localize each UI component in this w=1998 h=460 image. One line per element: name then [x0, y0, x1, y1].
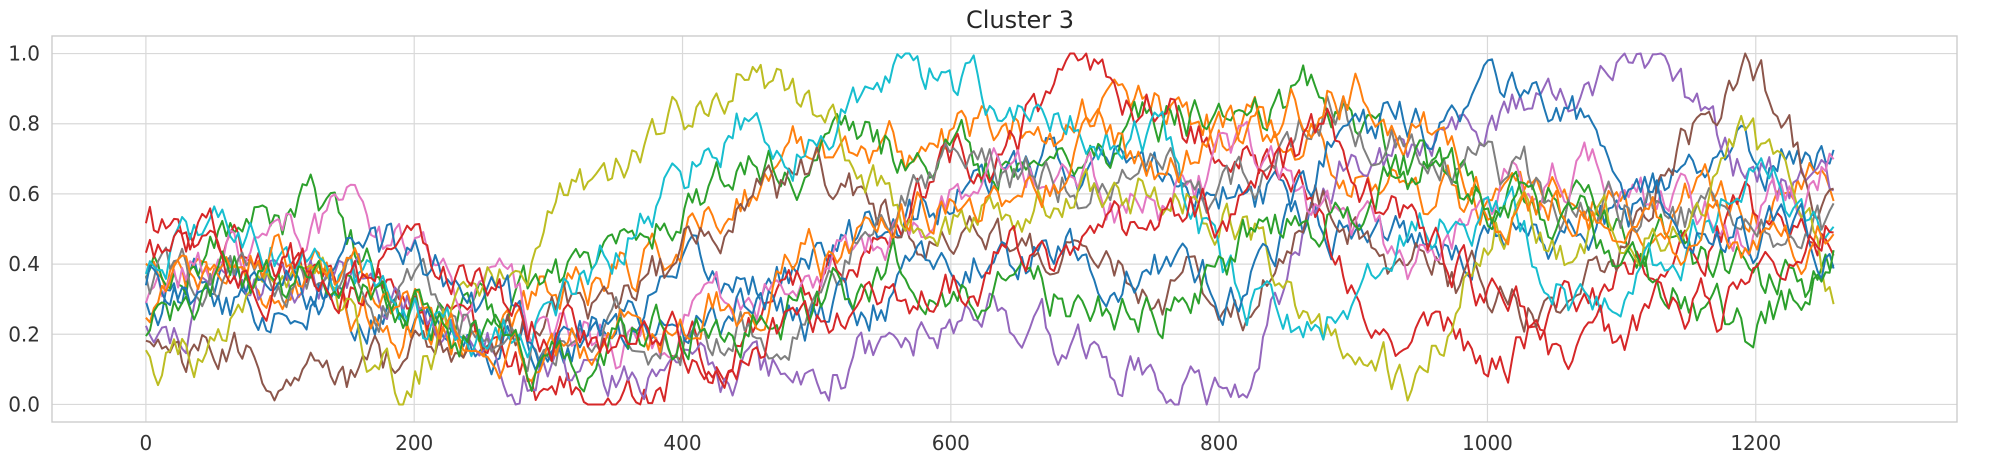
y-tick-label: 1.0 [8, 42, 40, 66]
y-tick-label: 0.2 [8, 322, 40, 346]
plot-frame [51, 35, 1958, 423]
x-tick-label: 600 [932, 431, 970, 455]
series-line-13 [145, 139, 1835, 393]
y-tick-label: 0.4 [8, 252, 40, 276]
x-tick-label: 1000 [1462, 431, 1513, 455]
series-line-11 [144, 58, 1835, 368]
series-line-14 [144, 107, 1834, 389]
series-line-12 [145, 72, 1835, 383]
x-tick-label: 0 [140, 431, 153, 455]
y-axis-ticks: 0.0 0.2 0.4 0.6 0.8 1.0 [8, 42, 40, 417]
y-tick-label: 0.8 [8, 112, 40, 136]
series-line-5 [144, 52, 1835, 406]
series-line-6 [145, 52, 1834, 402]
y-tick-label: 0.6 [8, 182, 40, 206]
series-line-2 [145, 78, 1835, 359]
chart-title: Cluster 3 [966, 6, 1074, 34]
series-lines [144, 52, 1835, 406]
x-tick-label: 400 [663, 431, 701, 455]
y-tick-label: 0.0 [8, 392, 40, 416]
series-line-10 [144, 52, 1835, 359]
x-tick-label: 1200 [1730, 431, 1781, 455]
x-tick-label: 800 [1200, 431, 1238, 455]
x-axis-ticks: 0 200 400 600 800 1000 1200 [140, 431, 1782, 455]
x-tick-label: 200 [395, 431, 433, 455]
